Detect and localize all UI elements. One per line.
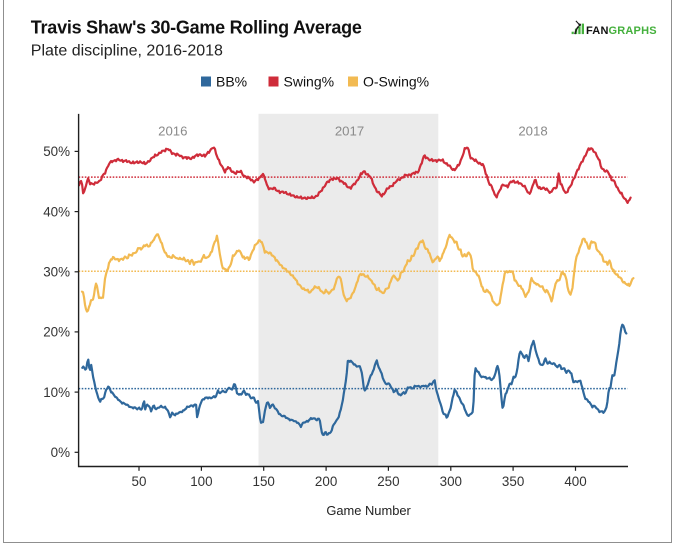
svg-text:Plate discipline, 2016-2018: Plate discipline, 2016-2018 — [31, 43, 223, 60]
svg-text:50%: 50% — [43, 144, 70, 159]
svg-text:2017: 2017 — [335, 124, 364, 139]
svg-text:Swing%: Swing% — [284, 74, 335, 90]
svg-text:BB%: BB% — [216, 74, 247, 90]
svg-text:200: 200 — [315, 474, 337, 489]
svg-text:50: 50 — [132, 474, 147, 489]
svg-text:2016: 2016 — [158, 124, 187, 139]
svg-text:30%: 30% — [43, 265, 70, 280]
svg-text:400: 400 — [564, 474, 586, 489]
svg-text:FAN: FAN — [586, 25, 609, 37]
svg-text:150: 150 — [253, 474, 275, 489]
svg-text:10%: 10% — [43, 385, 70, 400]
svg-text:20%: 20% — [43, 325, 70, 340]
svg-text:Travis Shaw's 30-Game Rolling: Travis Shaw's 30-Game Rolling Average — [31, 18, 362, 38]
svg-text:0%: 0% — [51, 445, 70, 460]
svg-text:350: 350 — [502, 474, 524, 489]
svg-text:Game Number: Game Number — [326, 503, 411, 518]
svg-text:40%: 40% — [43, 204, 70, 219]
svg-text:GRAPHS: GRAPHS — [609, 25, 657, 37]
svg-text:100: 100 — [190, 474, 212, 489]
svg-text:2018: 2018 — [518, 124, 547, 139]
svg-text:O-Swing%: O-Swing% — [363, 74, 429, 90]
svg-text:300: 300 — [440, 474, 462, 489]
svg-text:250: 250 — [377, 474, 399, 489]
